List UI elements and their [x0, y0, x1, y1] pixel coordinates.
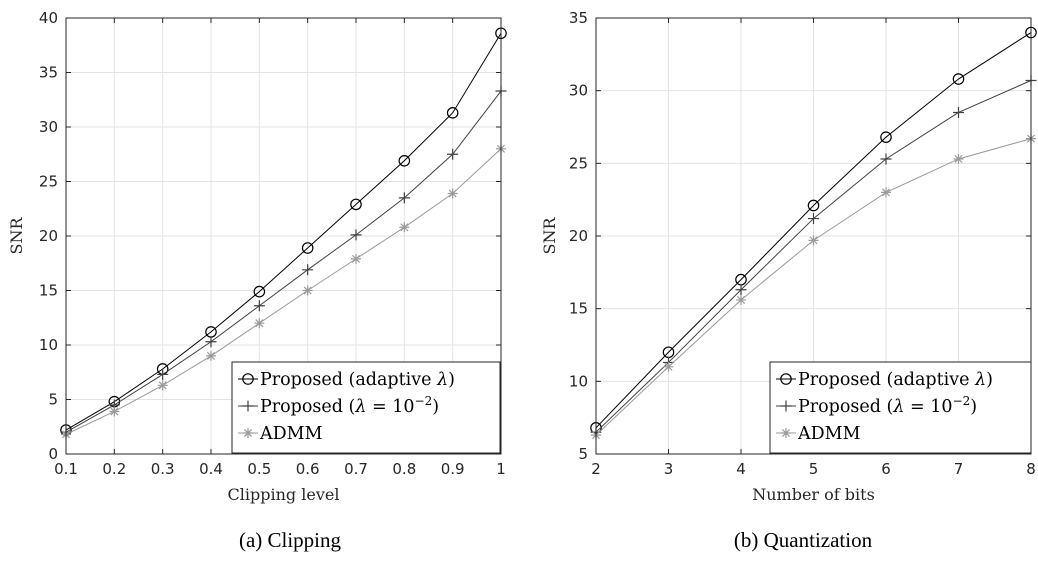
legend-label: ADMM	[259, 424, 323, 444]
y-tick-label: 40	[39, 9, 58, 27]
data-point	[398, 154, 411, 167]
legend: Proposed (adaptive λ) Proposed (λ = 10−2)…	[769, 361, 1032, 454]
data-point	[880, 131, 892, 143]
legend-label: Proposed (adaptive λ)	[260, 370, 455, 390]
data-point	[447, 148, 459, 160]
x-tick-label: 0.8	[392, 460, 416, 478]
data-point	[254, 318, 265, 329]
y-tick-label: 25	[39, 173, 58, 191]
series-line	[65, 90, 502, 433]
data-point	[953, 153, 964, 164]
data-point	[205, 336, 217, 348]
data-point	[399, 222, 410, 233]
legend-marker	[780, 400, 792, 412]
x-tick-label: 0.4	[199, 460, 223, 478]
x-tick-label: 8	[1026, 460, 1036, 478]
legend-marker	[780, 373, 792, 385]
data-point	[109, 406, 120, 417]
series-plus	[60, 85, 507, 438]
legend-label: Proposed (adaptive λ)	[798, 370, 993, 390]
data-point	[880, 153, 892, 165]
y-tick-label: 10	[569, 372, 588, 390]
y-axis-label: SNR	[540, 217, 559, 255]
data-point	[881, 187, 891, 198]
legend-marker	[242, 400, 254, 412]
series-line	[65, 33, 502, 431]
y-tick-label: 10	[39, 336, 58, 354]
data-point	[302, 285, 313, 296]
y-tick-label: 15	[569, 300, 588, 318]
data-point	[663, 361, 674, 372]
data-point	[735, 284, 747, 296]
figure-caption: (a) Clipping	[239, 528, 342, 552]
legend-box	[769, 361, 1032, 454]
legend-box	[231, 361, 501, 454]
y-tick-label: 25	[569, 154, 588, 172]
data-point	[953, 106, 964, 118]
data-point	[302, 264, 314, 276]
data-point	[447, 188, 458, 199]
y-tick-label: 20	[39, 227, 58, 245]
x-tick-label: 0.2	[102, 460, 126, 478]
data-point	[350, 229, 362, 241]
data-point	[301, 242, 314, 254]
x-tick-label: 2	[591, 460, 601, 478]
plot-frame	[595, 17, 1032, 455]
y-tick-label: 5	[578, 445, 588, 463]
data-point	[253, 300, 265, 312]
x-tick-label: 1	[496, 460, 506, 478]
x-tick-label: 7	[954, 460, 964, 478]
x-tick-label: 3	[664, 460, 674, 478]
data-point	[398, 192, 410, 204]
x-tick-label: 4	[736, 460, 746, 478]
data-point	[952, 73, 965, 85]
x-tick-label: 0.5	[247, 460, 271, 478]
legend-marker	[243, 428, 253, 438]
series-line	[65, 148, 502, 435]
data-point	[807, 199, 820, 212]
data-point	[808, 235, 819, 246]
y-tick-label: 0	[48, 445, 58, 463]
data-point	[253, 285, 266, 298]
x-tick-label: 0.9	[441, 460, 465, 478]
figure-caption: (b) Quantization	[734, 528, 873, 552]
series-line	[595, 32, 1032, 429]
data-point	[351, 253, 361, 264]
y-tick-label: 20	[569, 227, 588, 245]
data-point	[350, 198, 362, 211]
y-tick-label: 15	[39, 282, 58, 300]
legend-marker	[242, 373, 254, 385]
chart-1: 0.1 0.2 0.3 0.4 0.5 0.6 0.7 0.8 0.9 1051015202530…	[7, 9, 507, 552]
y-tick-label: 35	[39, 64, 58, 82]
x-tick-label: 0.3	[151, 460, 175, 478]
series-circle	[60, 27, 507, 436]
x-tick-label: 0.1	[54, 460, 78, 478]
y-tick-label: 35	[569, 9, 588, 27]
x-axis-label: Number of bits	[752, 485, 875, 504]
data-point	[808, 213, 819, 225]
data-point	[446, 107, 459, 119]
y-tick-label: 30	[39, 118, 58, 136]
series-circle	[590, 26, 1037, 434]
data-point	[736, 294, 746, 305]
x-tick-label: 6	[881, 460, 891, 478]
x-tick-label: 5	[809, 460, 819, 478]
x-tick-label: 0.7	[344, 460, 368, 478]
plot-frame	[65, 17, 502, 455]
data-point	[157, 380, 168, 391]
legend-marker	[781, 428, 791, 438]
y-tick-label: 5	[48, 391, 58, 409]
legend: Proposed (adaptive λ) Proposed (λ = 10−2)…	[231, 361, 501, 454]
x-axis-label: Clipping level	[228, 485, 340, 504]
x-tick-label: 0.6	[296, 460, 320, 478]
chart-2: 2 3 4 5 6 7 8 5 10 15 20 25 30 35 Number of bits SNR Pro…	[540, 9, 1037, 552]
data-point	[206, 350, 216, 361]
y-tick-label: 30	[569, 82, 588, 100]
data-point	[157, 368, 169, 380]
legend-label: Proposed (λ = 10−2)	[260, 394, 439, 417]
legend-label: Proposed (λ = 10−2)	[798, 394, 977, 417]
legend-label: ADMM	[797, 424, 861, 444]
y-axis-label: SNR	[7, 217, 26, 255]
